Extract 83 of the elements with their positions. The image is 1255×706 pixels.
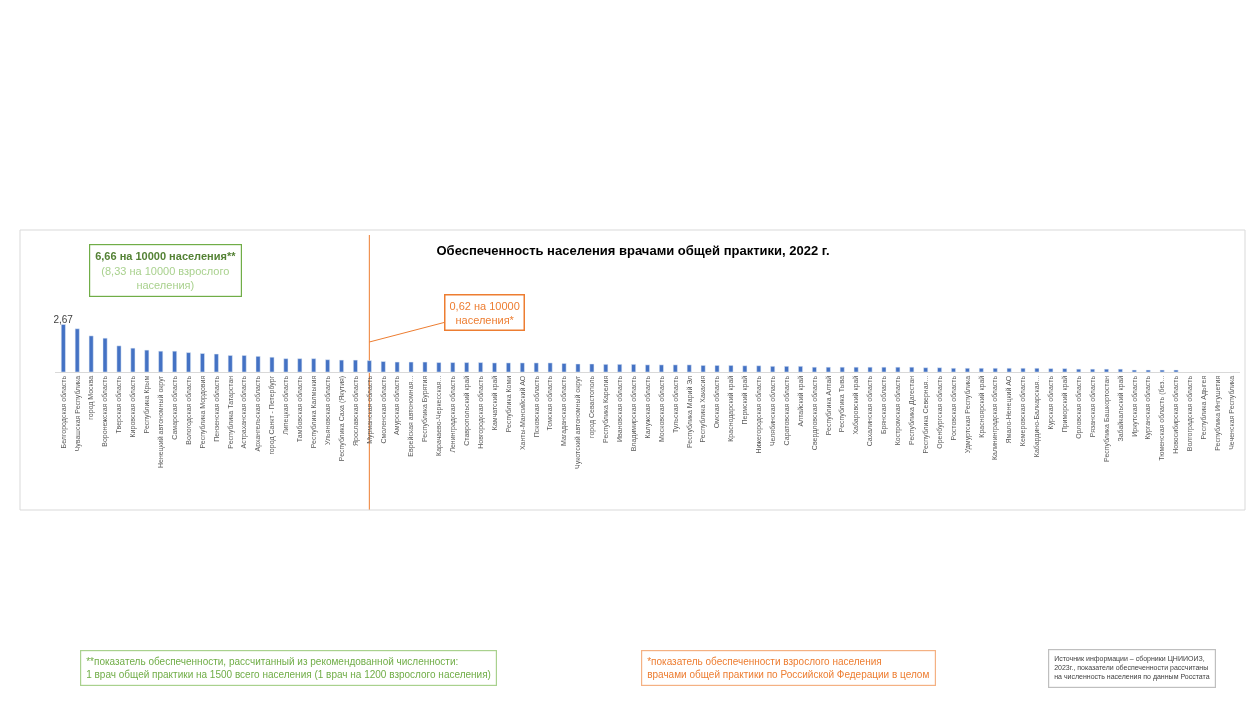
bar (742, 365, 748, 372)
bar (533, 362, 539, 372)
bar (672, 364, 678, 372)
bar (74, 328, 80, 372)
bar (700, 365, 706, 372)
bar (1118, 368, 1123, 372)
text: **показатель обеспеченности, рассчитанный из рекомендованной численности: 1 врач общей практики на 1500 всего населения (1 врач на 1200 взрослого населения) (86, 656, 491, 681)
bar (311, 358, 317, 372)
bar (464, 362, 470, 372)
bar (895, 366, 901, 372)
bar (1090, 368, 1095, 372)
bar (978, 368, 984, 372)
bar (269, 356, 275, 372)
bar (158, 350, 164, 372)
bar (867, 366, 873, 372)
bar (241, 355, 247, 372)
bar (756, 365, 762, 372)
bar (102, 337, 108, 372)
bar (422, 361, 428, 372)
bar (492, 362, 497, 372)
bar (770, 366, 776, 372)
bar (186, 352, 191, 372)
bar (659, 364, 664, 372)
bar (881, 366, 887, 372)
bar (88, 335, 94, 372)
bar (255, 356, 261, 372)
bar (61, 324, 66, 372)
bar (380, 361, 386, 372)
bar (1020, 368, 1026, 372)
bar (965, 368, 970, 372)
bar (436, 362, 442, 372)
bar (394, 361, 400, 372)
bar (631, 364, 636, 372)
bar (714, 365, 720, 372)
bar (1048, 368, 1054, 372)
chart-title: Обеспеченность населения врачами общей практики, 2022 г. (436, 242, 830, 258)
bar (923, 367, 929, 372)
bar (937, 367, 942, 372)
bar (130, 347, 136, 372)
bar (353, 359, 358, 372)
bar (728, 365, 734, 372)
bar (1076, 368, 1081, 372)
bar (172, 350, 177, 372)
bar (992, 368, 998, 372)
bar (506, 362, 511, 372)
bar (450, 362, 456, 372)
bar (812, 366, 817, 372)
bar (853, 366, 859, 372)
bar (366, 360, 372, 372)
bar (825, 366, 831, 372)
bar (1104, 368, 1109, 372)
bar (339, 359, 344, 372)
bar (408, 361, 414, 372)
bar (297, 358, 303, 372)
bar (603, 364, 609, 372)
bar (617, 364, 623, 372)
bar (589, 363, 595, 372)
bar (144, 349, 150, 372)
bar (116, 345, 122, 372)
bar (1034, 368, 1040, 372)
bar (686, 364, 692, 372)
bar (214, 353, 219, 372)
bar (283, 358, 289, 372)
bar (575, 363, 581, 372)
bar (839, 366, 845, 372)
bar (645, 364, 650, 372)
text: *показатель обеспеченности взрослого населения врачами общей практики по Российской Федерации в целом (647, 656, 930, 681)
data-label: 2,67 (53, 313, 74, 325)
text: 6,66 на 10000 населения** (8,33 на 10000 взрослого населения) (95, 250, 237, 291)
bar (951, 368, 956, 372)
bar (561, 363, 567, 372)
bar (547, 362, 553, 372)
bar (784, 366, 789, 372)
bar (200, 353, 205, 372)
bar (227, 355, 233, 372)
bar (1006, 368, 1012, 372)
bar (325, 359, 330, 372)
ref-line-label: 0,62 на 10000 населения* (449, 299, 520, 326)
bar (909, 366, 915, 372)
bar (1062, 368, 1068, 372)
bar (519, 362, 525, 372)
bar (478, 362, 483, 372)
bar (798, 366, 803, 372)
